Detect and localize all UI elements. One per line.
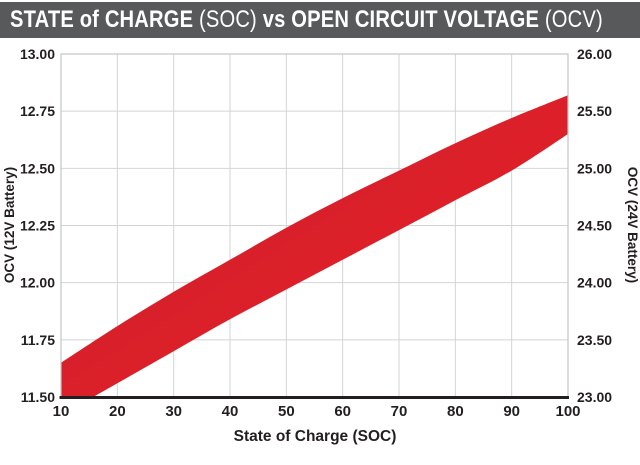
y-tick-right: 24.50 <box>577 218 612 234</box>
y-tick-right: 24.00 <box>577 275 612 291</box>
title-segment: STATE of CHARGE <box>10 6 194 33</box>
y-tick-left: 12.00 <box>20 275 55 291</box>
x-tick: 10 <box>53 403 70 420</box>
y-tick-left: 12.50 <box>20 160 55 176</box>
x-tick: 60 <box>334 403 351 420</box>
y-tick-left: 13.00 <box>20 46 55 62</box>
x-tick: 40 <box>222 403 239 420</box>
soc-ocv-band <box>61 95 568 397</box>
y-axis-label-right: OCV (24V Battery) <box>625 167 640 283</box>
chart-title-bar: STATE of CHARGE (SOC) vs OPEN CIRCUIT VO… <box>0 2 640 38</box>
x-tick: 20 <box>109 403 126 420</box>
x-axis-label: State of Charge (SOC) <box>234 428 397 445</box>
y-tick-right: 26.00 <box>577 46 612 62</box>
y-tick-left: 12.75 <box>20 103 55 119</box>
x-tick: 80 <box>447 403 464 420</box>
x-tick: 100 <box>555 403 580 420</box>
title-segment: OPEN CIRCUIT VOLTAGE <box>285 6 540 33</box>
x-tick: 50 <box>278 403 295 420</box>
x-tick: 90 <box>503 403 520 420</box>
y-tick-right: 25.00 <box>577 160 612 176</box>
y-tick-left: 11.50 <box>21 389 55 405</box>
y-tick-right: 23.00 <box>577 389 612 405</box>
chart-title: STATE of CHARGE (SOC) vs OPEN CIRCUIT VO… <box>10 8 603 32</box>
tick-labels: 13.00 26.00 12.75 25.50 12.50 25.00 12.25 24.50… <box>20 46 612 420</box>
y-tick-right: 23.50 <box>577 332 612 348</box>
title-segment: (OCV) <box>539 6 603 33</box>
y-tick-right: 25.50 <box>577 103 612 119</box>
y-axis-label-left: OCV (12V Battery) <box>2 167 17 283</box>
x-tick: 70 <box>391 403 408 420</box>
title-segment: vs <box>262 6 286 33</box>
title-segment: (SOC) <box>193 6 263 33</box>
y-tick-left: 12.25 <box>20 218 55 234</box>
x-tick: 30 <box>165 403 182 420</box>
y-tick-left: 11.75 <box>21 332 55 348</box>
